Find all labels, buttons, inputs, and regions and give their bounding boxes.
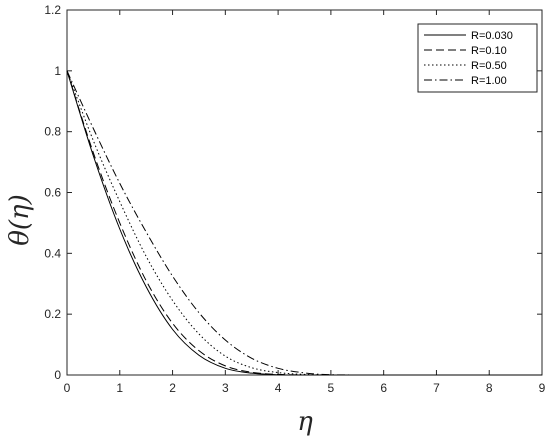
y-tick-label: 0 <box>54 368 61 382</box>
y-tick-label: 1.2 <box>44 3 61 17</box>
x-axis-title: η <box>297 407 313 437</box>
y-tick-label: 0.4 <box>44 246 61 260</box>
x-tick-label: 1 <box>116 381 123 395</box>
y-tick-label: 1 <box>54 64 61 78</box>
y-tick-label: 0.2 <box>44 307 61 321</box>
x-tick-label: 3 <box>222 381 229 395</box>
series-line-1 <box>66 70 542 376</box>
x-tick-label: 9 <box>539 381 546 395</box>
series-line-3 <box>66 70 542 376</box>
x-tick-label: 4 <box>275 381 282 395</box>
y-tick-label: 0.8 <box>44 125 61 139</box>
legend-label-2: R=0.50 <box>471 60 507 72</box>
x-tick-label: 5 <box>328 381 335 395</box>
x-tick-label: 7 <box>433 381 440 395</box>
x-tick-label: 8 <box>486 381 493 395</box>
y-tick-label: 0.6 <box>44 186 61 200</box>
x-tick-label: 0 <box>64 381 71 395</box>
x-tick-label: 2 <box>169 381 176 395</box>
x-tick-label: 6 <box>380 381 387 395</box>
legend-label-1: R=0.10 <box>471 45 507 57</box>
y-axis-title: θ(η) <box>5 194 35 246</box>
legend-label-0: R=0.030 <box>471 30 513 42</box>
legend-label-3: R=1.00 <box>471 75 507 87</box>
